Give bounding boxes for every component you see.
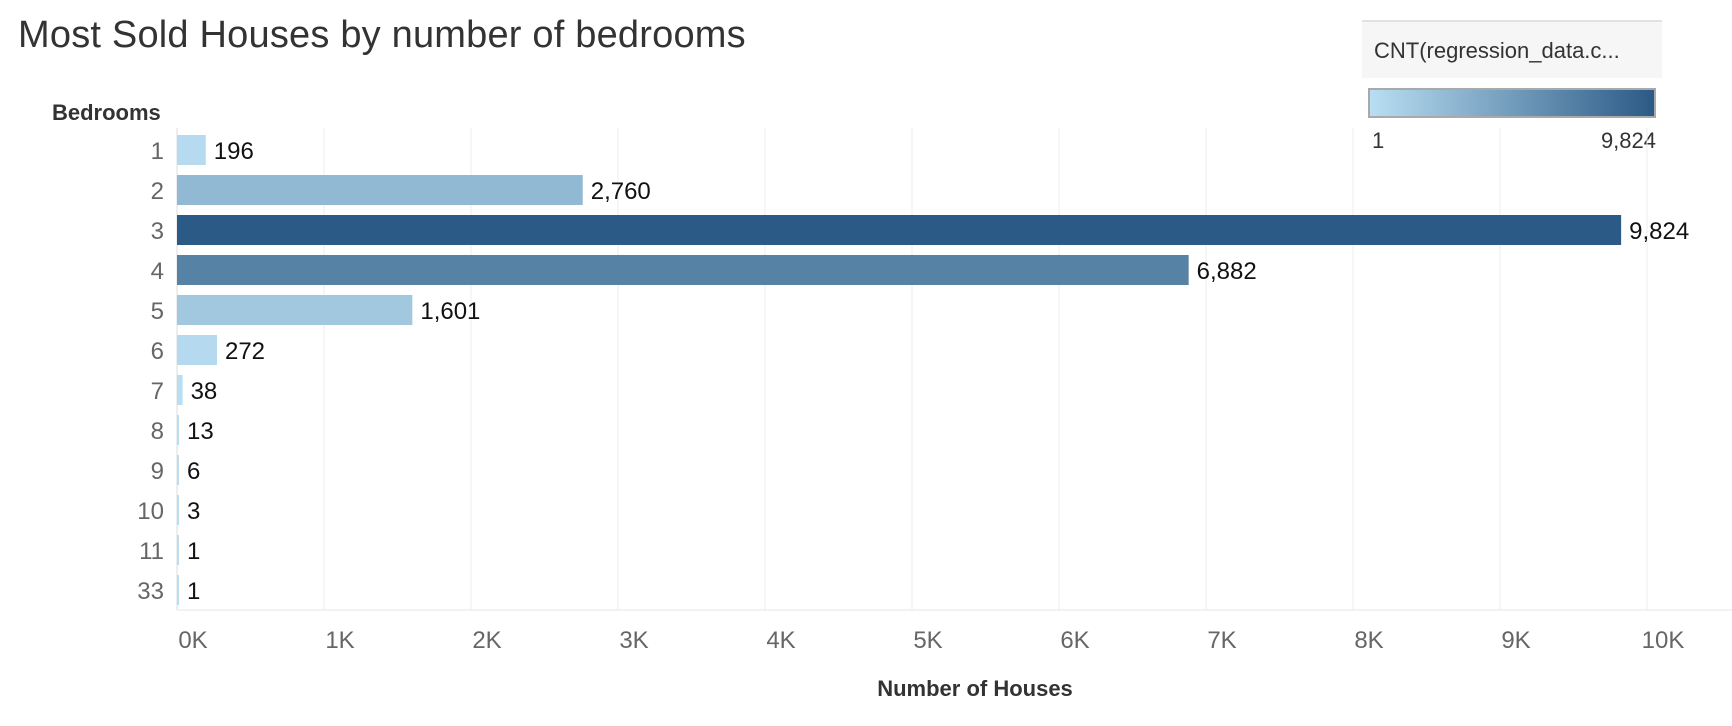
data-label: 272 <box>225 338 265 365</box>
x-tick-label: 1K <box>325 627 354 654</box>
category-label: 10 <box>137 498 164 525</box>
x-tick-label: 9K <box>1501 627 1530 654</box>
y-axis-title: Bedrooms <box>52 100 161 125</box>
data-label: 6,882 <box>1197 258 1257 285</box>
bar[interactable] <box>177 335 217 365</box>
x-tick-label: 6K <box>1060 627 1089 654</box>
x-tick-label: 0K <box>178 627 207 654</box>
data-labels: 196 2,760 9,824 6,882 1,601 272 38 13 6 3 1 1 <box>187 138 1689 605</box>
bar[interactable] <box>177 295 413 325</box>
category-label: 6 <box>151 338 164 365</box>
legend-min-label: 1 <box>1372 128 1385 153</box>
x-tick-label: 7K <box>1207 627 1236 654</box>
x-tick-label: 8K <box>1354 627 1383 654</box>
category-label: 8 <box>151 418 164 445</box>
bar[interactable] <box>177 495 179 525</box>
category-label: 11 <box>139 538 164 565</box>
bar[interactable] <box>177 255 1189 285</box>
bar[interactable] <box>177 535 179 565</box>
data-label: 6 <box>187 458 200 485</box>
data-label: 2,760 <box>591 178 651 205</box>
bar[interactable] <box>177 375 183 405</box>
data-label: 1 <box>187 538 200 565</box>
x-tick-label: 10K <box>1642 627 1685 654</box>
category-label: 1 <box>151 138 164 165</box>
category-labels: 1 2 3 4 5 6 7 8 9 10 11 33 <box>137 138 164 605</box>
category-label: 3 <box>151 218 164 245</box>
legend-title: CNT(regression_data.c... <box>1374 38 1620 63</box>
data-label: 13 <box>187 418 214 445</box>
bar[interactable] <box>177 575 179 605</box>
bar[interactable] <box>177 215 1622 245</box>
bars <box>177 135 1622 605</box>
x-tick-label: 4K <box>766 627 795 654</box>
x-tick-label: 5K <box>913 627 942 654</box>
chart-title: Most Sold Houses by number of bedrooms <box>18 14 746 56</box>
color-legend[interactable]: CNT(regression_data.c... 1 9,824 <box>1362 20 1662 160</box>
data-label: 9,824 <box>1629 218 1689 245</box>
data-label: 1,601 <box>420 298 480 325</box>
x-axis-title: Number of Houses <box>877 676 1073 701</box>
legend-color-ramp <box>1368 88 1656 118</box>
category-label: 2 <box>151 178 164 205</box>
gridlines <box>176 128 1732 611</box>
data-label: 196 <box>214 138 254 165</box>
data-label: 1 <box>187 578 200 605</box>
data-label: 3 <box>187 498 200 525</box>
bar[interactable] <box>177 455 179 485</box>
x-tick-label: 3K <box>619 627 648 654</box>
x-tick-label: 2K <box>472 627 501 654</box>
legend-header[interactable]: CNT(regression_data.c... <box>1362 20 1662 78</box>
category-label: 7 <box>151 378 164 405</box>
category-label: 4 <box>151 258 164 285</box>
category-label: 9 <box>151 458 164 485</box>
data-label: 38 <box>191 378 218 405</box>
category-label: 33 <box>137 578 164 605</box>
bar[interactable] <box>177 415 179 445</box>
x-tick-labels: 0K 1K 2K 3K 4K 5K 6K 7K 8K 9K 10K <box>178 627 1684 654</box>
bar[interactable] <box>177 175 583 205</box>
category-label: 5 <box>151 298 164 325</box>
bar[interactable] <box>177 135 206 165</box>
